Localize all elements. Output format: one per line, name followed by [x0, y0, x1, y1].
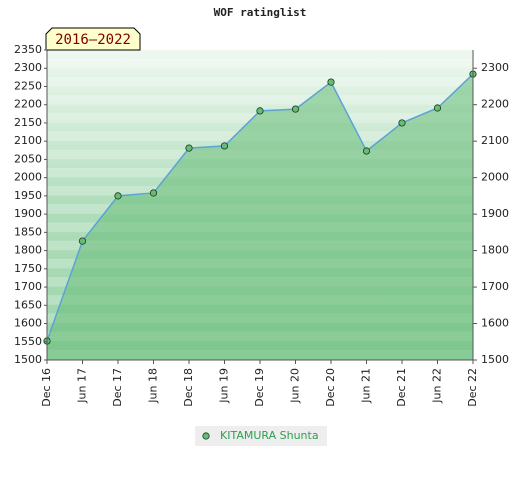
point	[291, 105, 300, 113]
x-tick-label: Dec 20	[324, 368, 337, 407]
y-tick-label: 2150	[14, 116, 42, 129]
annotation-box	[45, 27, 141, 51]
y-tick-label: 1650	[14, 298, 42, 311]
y-tick-label: 1600	[14, 317, 42, 330]
x-tick-label: Dec 21	[395, 368, 408, 407]
point	[327, 78, 335, 86]
x-tick-label: Dec 22	[466, 368, 479, 407]
y-tick-label: 2200	[14, 98, 42, 111]
x-tick-label: Jun 18	[147, 368, 160, 404]
y2-tick-label: 2100	[481, 134, 509, 147]
legend-label: KITAMURA Shunta	[220, 429, 319, 442]
point	[362, 147, 371, 155]
x-tick-label: Jun 17	[76, 368, 89, 404]
y-tick-label: 2100	[14, 134, 42, 147]
legend-box	[195, 426, 327, 446]
area	[47, 74, 473, 360]
point	[114, 192, 122, 200]
y2-tick-label: 1900	[481, 207, 509, 220]
y-tick-label: 1850	[14, 225, 42, 238]
y2-tick-label: 2200	[481, 98, 509, 111]
y2-tick-label: 1600	[481, 317, 509, 330]
y-tick-label: 1500	[14, 353, 42, 366]
x-tick-label: Jun 21	[360, 368, 373, 404]
y-tick-label: 1800	[14, 244, 42, 257]
y2-tick-label: 2300	[481, 61, 509, 74]
y-tick-label: 1700	[14, 280, 42, 293]
point	[185, 144, 193, 152]
y-tick-label: 1750	[14, 262, 42, 275]
point	[433, 104, 442, 112]
x-tick-label: Dec 16	[40, 368, 53, 407]
point	[398, 119, 406, 127]
y2-tick-label: 1700	[481, 280, 509, 293]
x-tick-label: Dec 17	[111, 368, 124, 407]
y-tick-label: 2250	[14, 79, 42, 92]
y2-tick-label: 1500	[481, 353, 509, 366]
x-tick-label: Jun 22	[431, 368, 444, 404]
x-tick-label: Jun 19	[218, 368, 231, 404]
y-tick-label: 1950	[14, 189, 42, 202]
y-tick-label: 1550	[14, 335, 42, 348]
y-tick-label: 2050	[14, 152, 42, 165]
y-tick-label: 1900	[14, 207, 42, 220]
chart-title: WOF ratinglist	[214, 6, 307, 19]
x-tick-label: Dec 18	[182, 368, 195, 407]
legend-marker	[202, 432, 210, 440]
point	[149, 189, 158, 197]
x-tick-label: Jun 20	[289, 368, 302, 404]
x-tick-label: Dec 19	[253, 368, 266, 407]
y-tick-label: 2000	[14, 171, 42, 184]
annotation: 2016–2022	[55, 32, 131, 48]
y-tick-label: 2350	[14, 43, 42, 56]
point	[256, 107, 264, 115]
y2-tick-label: 1800	[481, 244, 509, 257]
point	[78, 237, 87, 245]
y-tick-label: 2300	[14, 61, 42, 74]
y2-tick-label: 2000	[481, 171, 509, 184]
point	[220, 142, 229, 150]
